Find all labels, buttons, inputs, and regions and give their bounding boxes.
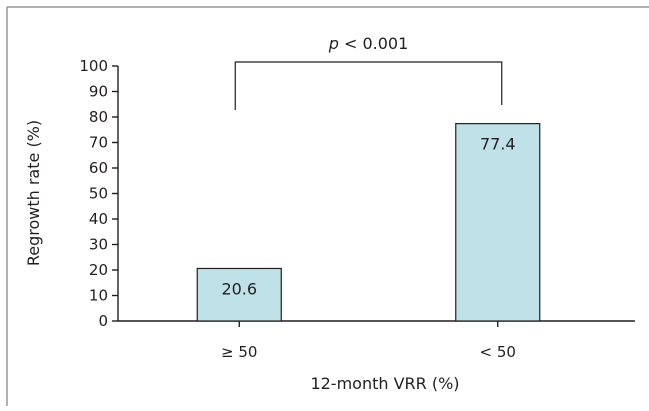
y-tick-label: 0 [98, 312, 108, 330]
y-tick-label: 90 [89, 83, 108, 101]
y-tick-label: 10 [89, 287, 108, 305]
bars: ≥ 50 20.6 < 50 77.4 [196, 123, 541, 361]
axes: 0 10 20 30 40 50 60 70 80 90 100 [79, 57, 635, 330]
y-tick-label: 20 [89, 261, 108, 279]
y-tick-label: 30 [89, 236, 108, 254]
x-tick-label: < 50 [480, 343, 516, 361]
bar [196, 267, 282, 322]
y-tick-label: 80 [89, 108, 108, 126]
y-tick-label: 70 [89, 134, 108, 152]
p-value-label: p < 0.001 [328, 34, 409, 53]
bar-value-label: 77.4 [480, 135, 516, 154]
y-tick-label: 100 [79, 57, 108, 75]
bar-value-label: 20.6 [221, 279, 257, 298]
significance-bracket: p < 0.001 [234, 34, 503, 110]
y-axis-title: Regrowth rate (%) [24, 120, 43, 266]
x-axis-title: 12-month VRR (%) [310, 374, 459, 393]
y-tick-label: 40 [89, 210, 108, 228]
bracket-line [234, 61, 503, 110]
y-tick-label: 50 [89, 185, 108, 203]
x-tick-label: ≥ 50 [221, 343, 257, 361]
y-tick-label: 60 [89, 159, 108, 177]
